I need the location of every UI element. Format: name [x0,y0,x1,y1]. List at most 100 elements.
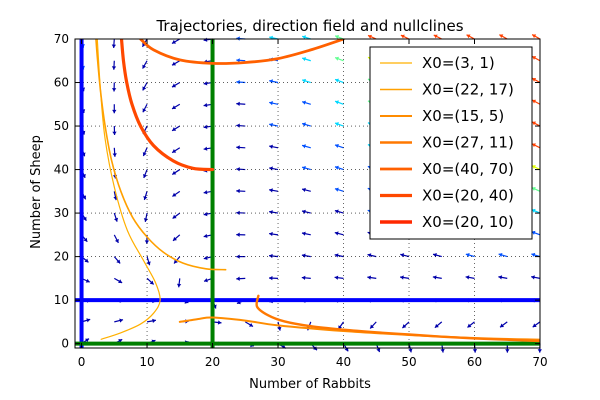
field-arrow [112,104,117,114]
legend-entry: X0=(3, 1) [422,54,495,72]
field-arrow [146,256,151,266]
field-arrow [113,256,121,264]
y-tick-label: 0 [61,337,69,351]
field-arrow [334,56,344,62]
legend-entry: X0=(27, 11) [422,134,514,152]
field-arrow [531,187,541,192]
field-arrow [532,321,541,328]
y-tick-label: 10 [54,293,69,307]
trajectory-1 [95,39,227,271]
x-tick-label: 20 [205,355,220,369]
field-arrow [236,232,246,237]
plot-frame [74,38,541,349]
field-arrow [236,79,246,85]
field-arrow [301,209,311,214]
field-arrow [400,34,410,40]
field-arrow [176,278,182,288]
field-arrow [400,253,410,258]
field-arrow [367,275,377,280]
field-arrow [171,82,181,88]
field-arrow [142,104,148,113]
field-arrow [269,166,279,171]
field-arrow [236,145,246,150]
y-axis-label: Number of Sheep [29,135,44,249]
trajectory-3 [255,294,540,343]
field-arrow [531,165,541,171]
y-tick-label: 30 [54,206,69,220]
field-arrow [114,318,124,323]
field-arrow [301,78,311,84]
field-arrow [143,191,148,201]
field-arrow [171,103,181,110]
field-arrow [171,147,181,154]
trajectory-4 [139,39,345,65]
field-arrow [531,230,541,236]
field-arrow [334,35,344,40]
field-arrow [499,34,508,40]
x-tick-label: 40 [336,355,351,369]
field-arrow [269,144,279,149]
field-arrow [236,188,246,194]
field-arrow [334,122,344,127]
field-arrow [465,275,475,280]
field-arrow [301,231,311,236]
x-tick-label: 0 [78,355,86,369]
field-arrow [111,60,117,70]
field-arrow [301,275,311,280]
field-arrow [531,208,541,214]
field-arrow [369,321,377,329]
field-arrow [531,275,541,280]
field-arrow [334,78,344,84]
field-arrow [111,38,117,49]
field-arrow [367,34,377,40]
field-arrow [143,212,149,223]
field-arrow [367,253,377,258]
legend-entry: X0=(22, 17) [422,81,514,99]
field-arrow [301,57,311,62]
legend-entry: X0=(20, 40) [422,187,514,205]
field-arrow [171,60,181,66]
field-arrow [143,169,148,179]
field-arrow [433,34,443,40]
field-arrow [142,147,148,157]
field-arrow [531,77,541,84]
trajectory-0 [96,39,161,340]
nullclines [75,39,540,348]
chart-title: Trajectories, direction field and nullcl… [155,17,463,35]
field-arrow [467,321,475,328]
field-arrow [269,276,279,281]
field-arrow [531,99,541,105]
field-arrow [269,122,279,128]
field-arrow [400,275,410,280]
trajectory-2 [178,316,540,341]
field-arrow [172,234,181,242]
field-arrow [531,121,541,127]
field-arrow [244,321,254,328]
field-arrow [465,253,475,258]
field-arrow [236,276,246,281]
field-arrow [301,166,311,171]
field-arrow [334,100,344,105]
field-arrow [531,34,541,40]
field-arrow [142,60,148,69]
field-arrow [236,123,246,128]
y-tick-label: 50 [54,119,69,133]
field-arrow [113,277,123,284]
field-arrow [113,212,119,222]
legend-entry: X0=(15, 5) [422,107,504,125]
field-arrow [498,275,508,280]
field-arrow [301,100,311,105]
field-arrow [432,253,442,258]
field-arrow [301,187,311,192]
trajectories [95,39,540,343]
field-arrow [269,79,279,84]
legend-entry: X0=(40, 70) [422,160,514,178]
field-arrow [334,143,344,149]
field-arrow [301,122,311,127]
field-arrow [301,253,311,258]
field-arrow [236,58,246,63]
field-arrow [113,234,119,244]
field-arrow [171,169,181,175]
field-arrow [432,275,442,280]
